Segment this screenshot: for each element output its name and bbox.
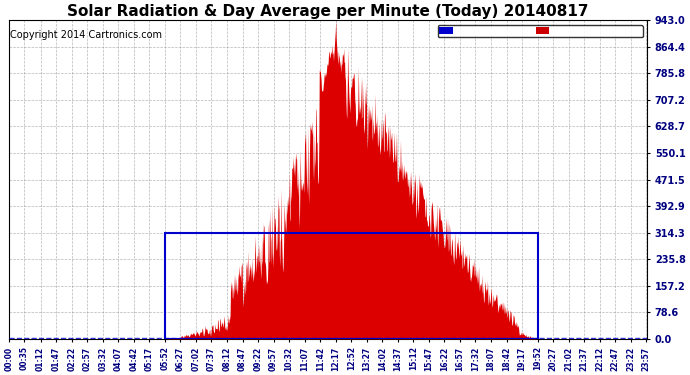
Legend: Median (W/m2), Radiation (W/m2): Median (W/m2), Radiation (W/m2): [437, 25, 642, 38]
Title: Solar Radiation & Day Average per Minute (Today) 20140817: Solar Radiation & Day Average per Minute…: [67, 4, 589, 19]
Text: Copyright 2014 Cartronics.com: Copyright 2014 Cartronics.com: [10, 30, 162, 40]
Bar: [165, 232, 538, 339]
